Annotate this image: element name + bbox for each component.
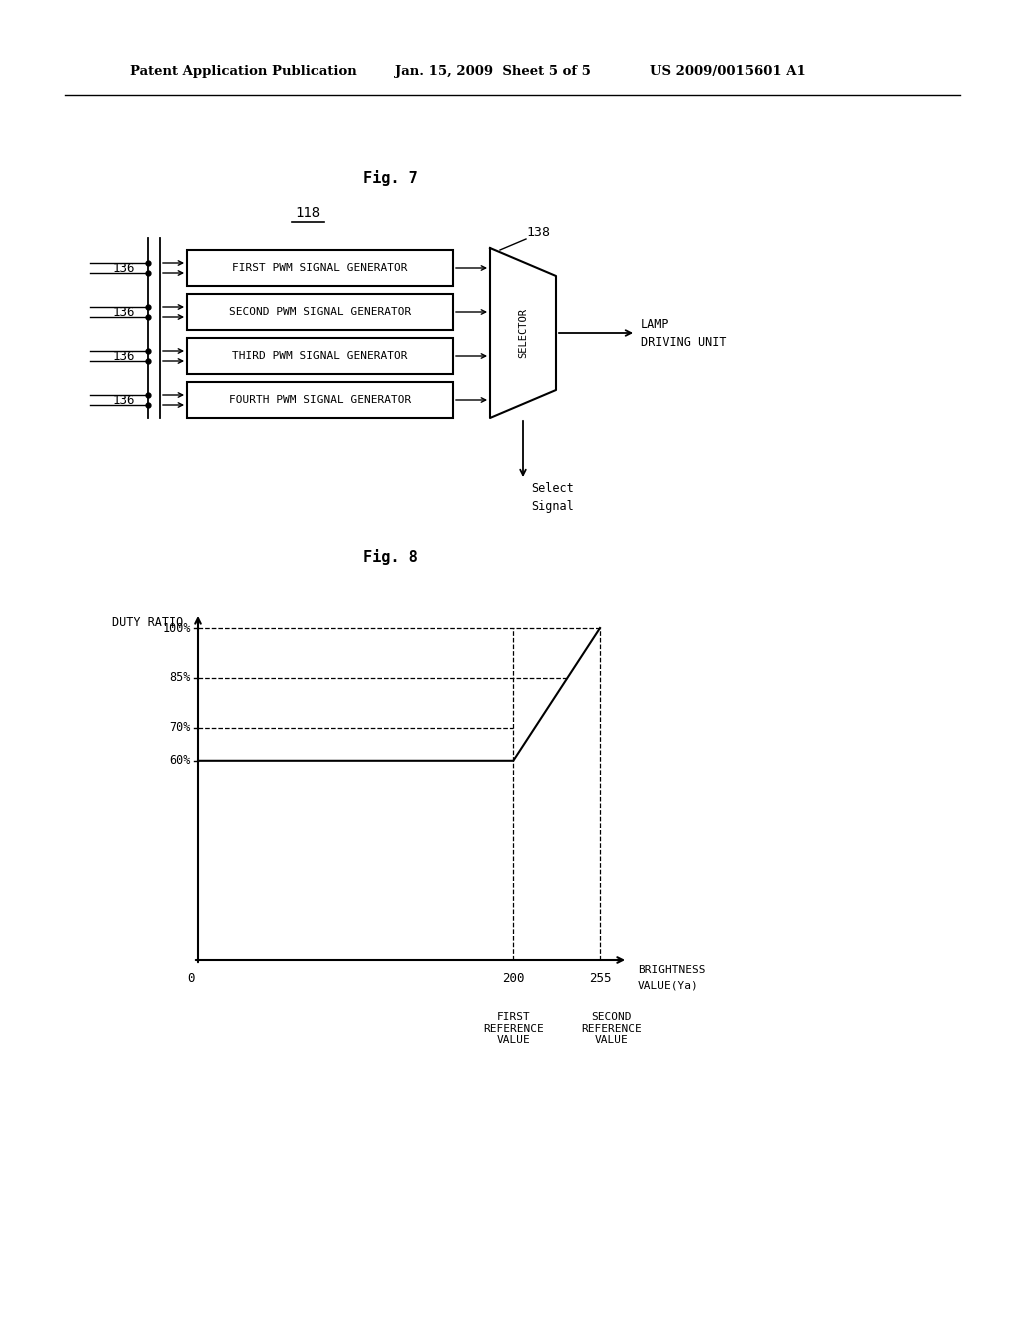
Text: Fig. 8: Fig. 8 [362,549,418,565]
Text: 100%: 100% [163,622,191,635]
Text: SELECTOR: SELECTOR [518,308,528,358]
Text: THIRD PWM SIGNAL GENERATOR: THIRD PWM SIGNAL GENERATOR [232,351,408,360]
Text: SECOND PWM SIGNAL GENERATOR: SECOND PWM SIGNAL GENERATOR [229,308,411,317]
Text: 136: 136 [113,305,135,318]
Text: 70%: 70% [170,721,191,734]
Text: Select: Select [531,482,573,495]
Bar [187,381,453,418]
Bar [187,338,453,374]
Text: BRIGHTNESS: BRIGHTNESS [638,965,706,975]
Text: 60%: 60% [170,754,191,767]
Text: 255: 255 [589,972,611,985]
Text: 0: 0 [187,972,195,985]
Text: DUTY RATIO: DUTY RATIO [112,616,183,630]
Text: 200: 200 [502,972,524,985]
Text: FIRST
REFERENCE
VALUE: FIRST REFERENCE VALUE [483,1012,544,1045]
Text: Signal: Signal [531,500,573,513]
Text: SECOND
REFERENCE
VALUE: SECOND REFERENCE VALUE [582,1012,642,1045]
Text: 136: 136 [113,350,135,363]
Text: VALUE(Ya): VALUE(Ya) [638,979,698,990]
Bar [187,249,453,286]
Text: LAMP: LAMP [641,318,670,331]
Text: FIRST PWM SIGNAL GENERATOR: FIRST PWM SIGNAL GENERATOR [232,263,408,273]
Text: Fig. 7: Fig. 7 [362,170,418,186]
Text: DRIVING UNIT: DRIVING UNIT [641,337,726,350]
Text: 136: 136 [113,261,135,275]
Text: 136: 136 [113,393,135,407]
Text: US 2009/0015601 A1: US 2009/0015601 A1 [650,66,806,78]
Text: 118: 118 [296,206,321,220]
Text: Patent Application Publication: Patent Application Publication [130,66,356,78]
Text: 138: 138 [526,227,550,239]
Text: 85%: 85% [170,672,191,684]
Text: FOURTH PWM SIGNAL GENERATOR: FOURTH PWM SIGNAL GENERATOR [229,395,411,405]
Text: Jan. 15, 2009  Sheet 5 of 5: Jan. 15, 2009 Sheet 5 of 5 [395,66,591,78]
Bar [187,294,453,330]
